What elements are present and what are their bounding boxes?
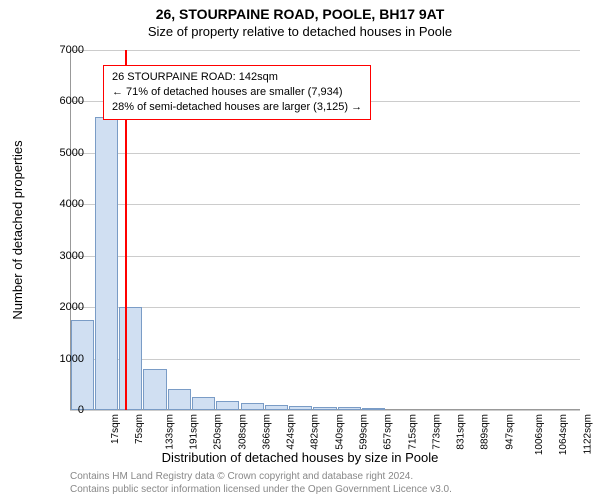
x-tick-label: 17sqm xyxy=(110,414,121,444)
gridline xyxy=(70,50,580,51)
y-axis-label: Number of detached properties xyxy=(10,140,25,319)
gridline xyxy=(70,410,580,411)
chart-title: 26, STOURPAINE ROAD, POOLE, BH17 9AT xyxy=(0,6,600,22)
histogram-bar xyxy=(338,407,361,410)
histogram-bar xyxy=(192,397,215,410)
y-tick-label: 2000 xyxy=(60,301,84,313)
x-tick-label: 75sqm xyxy=(134,414,145,444)
x-tick-label: 657sqm xyxy=(383,414,394,450)
annotation-line: ← 71% of detached houses are smaller (7,… xyxy=(112,85,362,100)
x-tick-label: 133sqm xyxy=(164,414,175,450)
histogram-bar xyxy=(216,401,239,410)
annotation-line: 26 STOURPAINE ROAD: 142sqm xyxy=(112,70,362,85)
chart-container: 26, STOURPAINE ROAD, POOLE, BH17 9AT Siz… xyxy=(0,0,600,500)
x-tick-label: 366sqm xyxy=(261,414,272,450)
x-tick-label: 715sqm xyxy=(407,414,418,450)
x-tick-label: 308sqm xyxy=(237,414,248,450)
histogram-bar xyxy=(265,405,288,410)
annotation-box: 26 STOURPAINE ROAD: 142sqm← 71% of detac… xyxy=(103,65,371,120)
gridline xyxy=(70,204,580,205)
x-tick-label: 1006sqm xyxy=(534,414,545,455)
plot-area: 26 STOURPAINE ROAD: 142sqm← 71% of detac… xyxy=(70,50,580,410)
histogram-bar xyxy=(241,403,264,410)
histogram-bar xyxy=(71,320,94,410)
histogram-bar xyxy=(313,407,336,410)
histogram-bar xyxy=(289,406,312,410)
histogram-bar xyxy=(362,408,385,410)
footer-line-1: Contains HM Land Registry data © Crown c… xyxy=(70,471,452,484)
footer-attribution: Contains HM Land Registry data © Crown c… xyxy=(70,471,452,496)
x-tick-label: 889sqm xyxy=(480,414,491,450)
x-tick-label: 482sqm xyxy=(310,414,321,450)
x-tick-label: 1064sqm xyxy=(558,414,569,455)
histogram-bar xyxy=(119,307,142,410)
x-tick-label: 831sqm xyxy=(456,414,467,450)
y-tick-label: 4000 xyxy=(60,198,84,210)
y-tick-label: 7000 xyxy=(60,44,84,56)
x-tick-label: 424sqm xyxy=(286,414,297,450)
x-tick-label: 773sqm xyxy=(431,414,442,450)
y-tick-label: 3000 xyxy=(60,250,84,262)
footer-line-2: Contains public sector information licen… xyxy=(70,484,452,497)
gridline xyxy=(70,307,580,308)
x-tick-label: 540sqm xyxy=(334,414,345,450)
y-tick-label: 6000 xyxy=(60,95,84,107)
histogram-bar xyxy=(95,117,118,410)
x-tick-label: 1122sqm xyxy=(582,414,593,454)
gridline xyxy=(70,256,580,257)
y-tick-label: 1000 xyxy=(60,353,84,365)
x-tick-label: 599sqm xyxy=(359,414,370,450)
x-tick-label: 250sqm xyxy=(213,414,224,450)
x-tick-label: 947sqm xyxy=(504,414,515,450)
chart-subtitle: Size of property relative to detached ho… xyxy=(0,24,600,39)
histogram-bar xyxy=(143,369,166,410)
annotation-line: 28% of semi-detached houses are larger (… xyxy=(112,100,362,115)
y-tick-label: 5000 xyxy=(60,147,84,159)
x-tick-label: 191sqm xyxy=(189,414,200,450)
gridline xyxy=(70,153,580,154)
x-axis-label: Distribution of detached houses by size … xyxy=(0,450,600,465)
histogram-bar xyxy=(168,389,191,410)
gridline xyxy=(70,359,580,360)
y-tick-label: 0 xyxy=(78,404,84,416)
